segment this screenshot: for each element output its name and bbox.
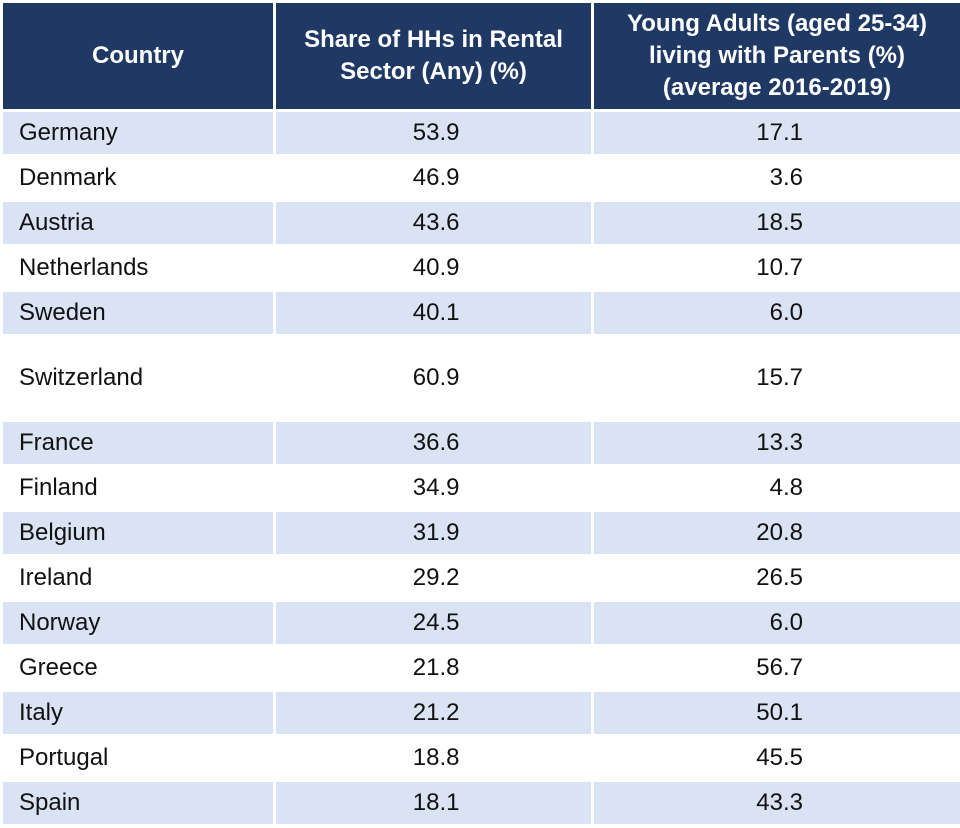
table-row: Denmark 46.9 3.6 (3, 157, 960, 199)
table-row: Spain 18.1 43.3 (3, 782, 960, 824)
table-row: France 36.6 13.3 (3, 422, 960, 464)
rental-share-cell: 31.9 (412, 519, 460, 546)
young-adults-cell: 43.3 (756, 789, 803, 816)
country-cell: Germany (3, 112, 273, 154)
country-cell: Norway (3, 602, 273, 644)
header-country: Country (3, 3, 273, 109)
country-cell: Spain (3, 782, 273, 824)
young-adults-cell: 45.5 (756, 744, 803, 771)
table-row: Finland 34.9 4.8 (3, 467, 960, 509)
country-cell: Ireland (3, 557, 273, 599)
young-adults-cell: 20.8 (756, 519, 803, 546)
rental-share-cell: 21.2 (412, 699, 460, 726)
young-adults-cell: 17.1 (756, 119, 803, 146)
header-young-line-2: living with Parents (%) (648, 42, 906, 69)
rental-share-cell: 24.5 (412, 609, 460, 636)
country-cell: Italy (3, 692, 273, 734)
country-cell: France (3, 422, 273, 464)
header-young-line-1: Young Adults (aged 25-34) (626, 10, 928, 37)
country-cell: Switzerland (3, 337, 273, 419)
young-adults-cell: 6.0 (769, 299, 803, 326)
rental-share-cell: 60.9 (412, 364, 460, 391)
rental-share-cell: 43.6 (412, 209, 460, 236)
young-adults-cell: 50.1 (756, 699, 803, 726)
header-young-line-3: (average 2016-2019) (662, 74, 892, 101)
young-adults-cell: 26.5 (756, 564, 803, 591)
country-cell: Portugal (3, 737, 273, 779)
rental-share-cell: 18.1 (412, 789, 460, 816)
header-rental-share: Share of HHs in Rental Sector (Any) (%) (276, 3, 591, 109)
table-row: Belgium 31.9 20.8 (3, 512, 960, 554)
rental-share-cell: 36.6 (412, 429, 460, 456)
table-row: Ireland 29.2 26.5 (3, 557, 960, 599)
rental-share-cell: 53.9 (412, 119, 460, 146)
rental-share-cell: 18.8 (412, 744, 460, 771)
country-cell: Belgium (3, 512, 273, 554)
young-adults-cell: 4.8 (769, 474, 803, 501)
country-cell: Greece (3, 647, 273, 689)
table-row: Germany 53.9 17.1 (3, 112, 960, 154)
young-adults-cell: 15.7 (756, 364, 803, 391)
table-row: Greece 21.8 56.7 (3, 647, 960, 689)
table-row: Sweden 40.1 6.0 (3, 292, 960, 334)
young-adults-cell: 3.6 (769, 164, 803, 191)
country-cell: Finland (3, 467, 273, 509)
young-adults-cell: 18.5 (756, 209, 803, 236)
table-row: Austria 43.6 18.5 (3, 202, 960, 244)
table-row: Portugal 18.8 45.5 (3, 737, 960, 779)
young-adults-cell: 10.7 (756, 254, 803, 281)
rental-share-cell: 40.1 (412, 299, 460, 326)
header-row: Country Share of HHs in Rental Sector (A… (3, 3, 960, 109)
header-rental-line-2: Sector (Any) (%) (340, 58, 527, 85)
table-row: Italy 21.2 50.1 (3, 692, 960, 734)
rental-share-cell: 29.2 (412, 564, 460, 591)
rental-share-cell: 46.9 (412, 164, 460, 191)
table-row: Switzerland 60.9 15.7 (3, 337, 960, 419)
rental-share-cell: 21.8 (412, 654, 460, 681)
young-adults-cell: 56.7 (756, 654, 803, 681)
table-row: Netherlands 40.9 10.7 (3, 247, 960, 289)
country-cell: Sweden (3, 292, 273, 334)
header-young-adults: Young Adults (aged 25-34) living with Pa… (594, 3, 960, 109)
young-adults-cell: 6.0 (769, 609, 803, 636)
country-cell: Netherlands (3, 247, 273, 289)
rental-share-cell: 40.9 (412, 254, 460, 281)
table-row: Norway 24.5 6.0 (3, 602, 960, 644)
country-cell: Austria (3, 202, 273, 244)
young-adults-cell: 13.3 (756, 429, 803, 456)
country-cell: Denmark (3, 157, 273, 199)
rental-share-cell: 34.9 (412, 474, 460, 501)
header-rental-line-1: Share of HHs in Rental (304, 26, 563, 53)
